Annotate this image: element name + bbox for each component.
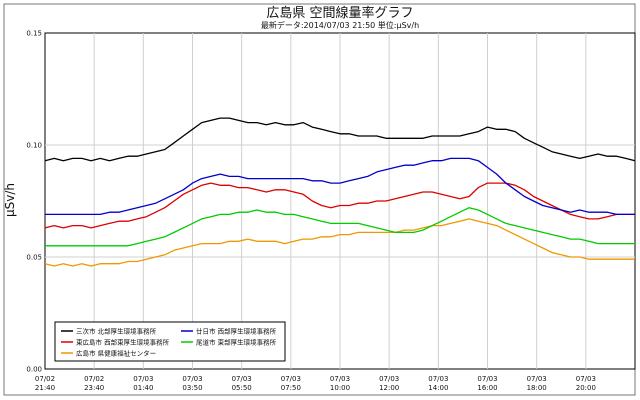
x-tick-time: 12:00 [379, 384, 399, 392]
y-tick-label: 0.00 [26, 366, 42, 374]
x-tick-date: 07/03 [232, 375, 252, 383]
series-line [45, 157, 635, 216]
x-tick-time: 20:00 [576, 384, 596, 392]
series-line [44, 218, 635, 267]
x-tick-time: 10:00 [330, 384, 350, 392]
series-lines [44, 117, 636, 267]
y-tick-label: 0.15 [26, 30, 42, 38]
x-tick-date: 07/02 [35, 375, 55, 383]
x-tick-date: 07/03 [527, 375, 547, 383]
x-tick-time: 18:00 [527, 384, 547, 392]
grid-lines [45, 33, 635, 369]
y-axis-label: μSv/h [3, 183, 17, 217]
x-tick-time: 05:50 [232, 384, 252, 392]
x-tick-date: 07/03 [428, 375, 448, 383]
y-tick-label: 0.05 [26, 254, 42, 262]
x-tick-time: 03:50 [182, 384, 202, 392]
x-tick-date: 07/03 [330, 375, 350, 383]
legend-label: 尾道市 東部厚生環境事務所 [196, 338, 277, 347]
x-tick-date: 07/02 [84, 375, 104, 383]
chart-title: 広島県 空間線量率グラフ [266, 5, 413, 21]
series-line [44, 182, 635, 229]
x-tick-date: 07/03 [576, 375, 596, 383]
x-tick-time: 01:40 [133, 384, 153, 392]
y-tick-label: 0.10 [26, 142, 42, 150]
x-tick-date: 07/03 [182, 375, 202, 383]
legend-box [54, 321, 286, 362]
x-tick-date: 07/03 [477, 375, 497, 383]
legend-label: 廿日市 西部厚生環境事務所 [196, 327, 277, 336]
x-tick-date: 07/03 [281, 375, 301, 383]
x-tick-time: 16:00 [477, 384, 497, 392]
x-tick-time: 21:40 [35, 384, 55, 392]
legend-label: 三次市 北部厚生環境事務所 [76, 327, 157, 336]
series-line [45, 207, 635, 247]
axis-ticks: 0.000.050.100.1507/0221:4007/0223:4007/0… [26, 30, 596, 393]
x-tick-time: 07:50 [281, 384, 301, 392]
x-tick-time: 14:00 [428, 384, 448, 392]
x-tick-date: 07/03 [379, 375, 399, 383]
legend-label: 広島市 県健康福祉センター [76, 349, 156, 358]
series-line [44, 117, 636, 162]
legend-label: 東広島市 西部東厚生環境事務所 [76, 338, 170, 347]
x-tick-date: 07/03 [133, 375, 153, 383]
chart-subtitle: 最新データ:2014/07/03 21:50 単位:μSv/h [261, 20, 419, 30]
x-tick-time: 23:40 [84, 384, 104, 392]
